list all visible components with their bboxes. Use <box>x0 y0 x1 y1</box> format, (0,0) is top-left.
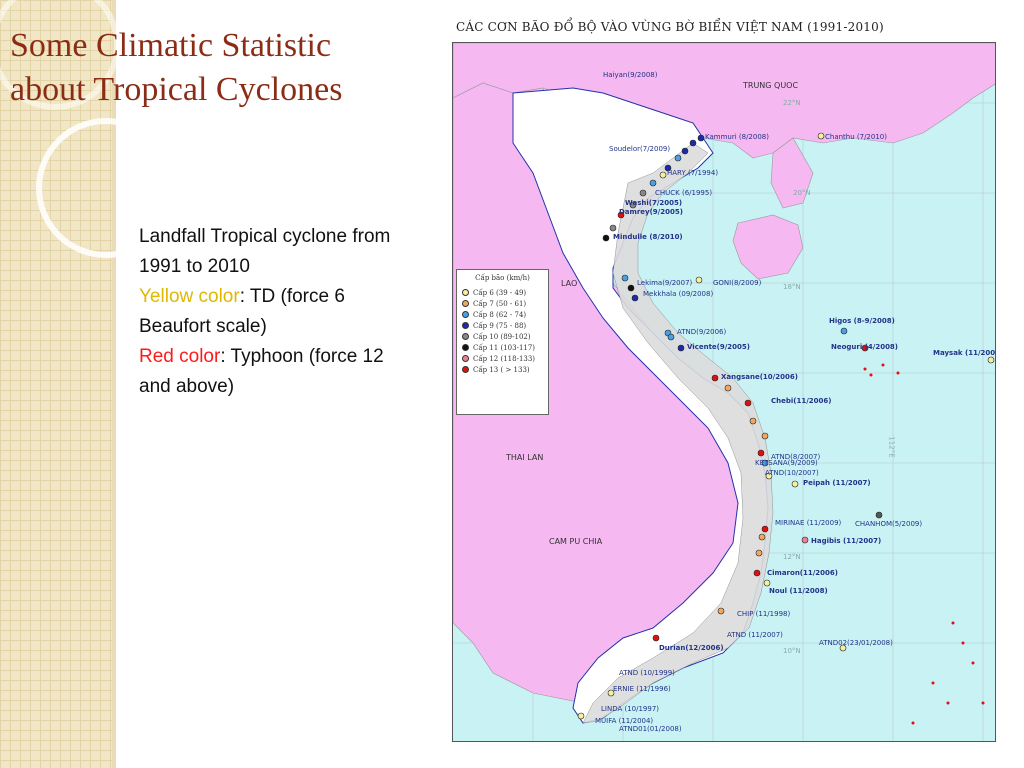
storm-label: Vicente(9/2005) <box>687 343 750 351</box>
storm-label: Xangsane(10/2006) <box>721 373 798 381</box>
storm-label: Noul (11/2008) <box>769 587 828 595</box>
legend-item: Cấp 11 (103-117) <box>462 342 543 353</box>
storm-label: LINDA (10/1997) <box>601 705 660 713</box>
storm-label: Kammuri (8/2008) <box>705 133 769 141</box>
legend-item: Cấp 7 (50 - 61) <box>462 298 543 309</box>
legend-title: Cấp bão (km/h) <box>475 274 530 282</box>
storm-label: Haiyan(9/2008) <box>603 71 658 79</box>
storm-label: Lekima(9/2007) <box>637 279 693 287</box>
slide-title: Some Climatic Statistic about Tropical C… <box>10 24 410 112</box>
storm-label: MIRINAE (11/2009) <box>775 519 842 527</box>
storm-label: MUIFA (11/2004) <box>595 717 654 725</box>
storm-label: Durian(12/2006) <box>659 644 724 652</box>
storm-label: ATND (10/1999) <box>619 669 675 677</box>
coord-20n: 20°N <box>793 189 811 197</box>
storm-label: Mindulle (8/2010) <box>613 233 683 241</box>
storm-label: CHIP (11/1998) <box>737 610 791 618</box>
storm-label: Cimaron(11/2006) <box>767 569 838 577</box>
storm-label: CHUCK (6/1995) <box>655 189 713 197</box>
yellow-color-desc: : TD (force 6 Beaufort scale) <box>139 286 345 337</box>
storm-label: Maysak (11/2008) <box>933 349 996 357</box>
legend-dot <box>462 366 469 373</box>
storm-label: Peipah (11/2007) <box>803 479 871 487</box>
coord-18n: 18°N <box>783 283 801 291</box>
coord-10n: 10°N <box>783 647 801 655</box>
legend-label: Cấp 10 (89-102) <box>473 332 531 341</box>
map-title: CÁC CƠN BÃO ĐỔ BỘ VÀO VÙNG BỜ BIỂN VIỆT … <box>456 20 884 34</box>
storm-label: Washi(7/2005) <box>625 199 683 207</box>
slide-body-text: Landfall Tropical cyclone from 1991 to 2… <box>139 222 401 402</box>
storm-label: CHANHOM(5/2009) <box>855 520 923 528</box>
storm-label: KETSANA(9/2009) <box>755 459 818 467</box>
island-markers <box>863 363 985 725</box>
storm-label: Hagibis (11/2007) <box>811 537 882 545</box>
hainan-island <box>732 214 804 280</box>
storm-label: ATND (11/2007) <box>727 631 783 639</box>
storm-label: GONI(8/2009) <box>713 279 762 287</box>
storm-label: Soudelor(7/2009) <box>609 145 671 153</box>
storm-markers <box>577 132 995 720</box>
decorative-strip-edge <box>112 0 116 768</box>
label-thailand: THAI LAN <box>506 453 544 462</box>
label-laos: LAO <box>561 279 578 288</box>
legend-item: Cấp 12 (118-133) <box>462 353 543 364</box>
storm-label: Neoguri (4/2008) <box>831 343 899 351</box>
coord-112e: 112°E <box>887 436 896 458</box>
storm-label: HARY (7/1994) <box>667 169 719 177</box>
storm-label: Chanthu (7/2010) <box>825 133 887 141</box>
legend-dot <box>462 322 469 329</box>
storm-label: Damrey(9/2005) <box>619 208 683 216</box>
legend-dot <box>462 355 469 362</box>
intro-text: Landfall Tropical cyclone from 1991 to 2… <box>139 226 391 277</box>
coord-22n: 22°N <box>783 99 801 107</box>
legend-item: Cấp 10 (89-102) <box>462 331 543 342</box>
legend-label: Cấp 13 ( > 133) <box>473 365 530 374</box>
decorative-circle <box>0 0 120 110</box>
decorative-grid-strip <box>0 0 112 768</box>
legend-label: Cấp 9 (75 - 88) <box>473 321 527 330</box>
storm-label: Mekkhala (09/2008) <box>643 290 714 298</box>
red-color-desc: : Typhoon (force 12 and above) <box>139 346 384 397</box>
legend-label: Cấp 11 (103-117) <box>473 343 536 352</box>
legend-label: Cấp 12 (118-133) <box>473 354 536 363</box>
cyclone-map: TRUNG QUOC LAO THAI LAN CAM PU CHIA 22°N… <box>452 42 996 742</box>
yellow-color-label: Yellow color <box>139 286 240 307</box>
legend-item: Cấp 8 (62 - 74) <box>462 309 543 320</box>
storm-label: ATND(9/2006) <box>677 328 727 336</box>
coord-12n: 12°N <box>783 553 801 561</box>
legend-dot <box>462 333 469 340</box>
legend-dot <box>462 289 469 296</box>
storm-label: ERNIE (11/1996) <box>613 685 671 693</box>
title-line-1: Some Climatic Statistic <box>10 27 332 64</box>
legend-dot <box>462 311 469 318</box>
legend-dot <box>462 344 469 351</box>
storm-label: Chebi(11/2006) <box>771 397 832 405</box>
legend-item: Cấp 6 (39 - 49) <box>462 287 543 298</box>
legend-label: Cấp 7 (50 - 61) <box>473 299 527 308</box>
legend-label: Cấp 6 (39 - 49) <box>473 288 527 297</box>
leizhou-peninsula <box>770 137 814 209</box>
storm-label: ATND02(23/01/2008) <box>819 639 893 647</box>
map-legend: Cấp bão (km/h) Cấp 6 (39 - 49) Cấp 7 (50… <box>456 269 549 415</box>
legend-item: Cấp 9 (75 - 88) <box>462 320 543 331</box>
map-graphic <box>453 43 995 741</box>
storm-label: Higos (8-9/2008) <box>829 317 895 325</box>
label-cambodia: CAM PU CHIA <box>549 537 603 546</box>
legend-dot <box>462 300 469 307</box>
storm-label: ATND01(01/2008) <box>619 725 682 733</box>
red-color-label: Red color <box>139 346 221 367</box>
legend-item: Cấp 13 ( > 133) <box>462 364 543 375</box>
storm-label: ATND(10/2007) <box>765 469 819 477</box>
legend-label: Cấp 8 (62 - 74) <box>473 310 527 319</box>
storm-label: ATND(8/2007) <box>771 453 821 461</box>
decorative-circle <box>36 118 176 258</box>
title-line-2: about Tropical Cyclones <box>10 71 343 108</box>
label-china: TRUNG QUOC <box>743 81 799 90</box>
